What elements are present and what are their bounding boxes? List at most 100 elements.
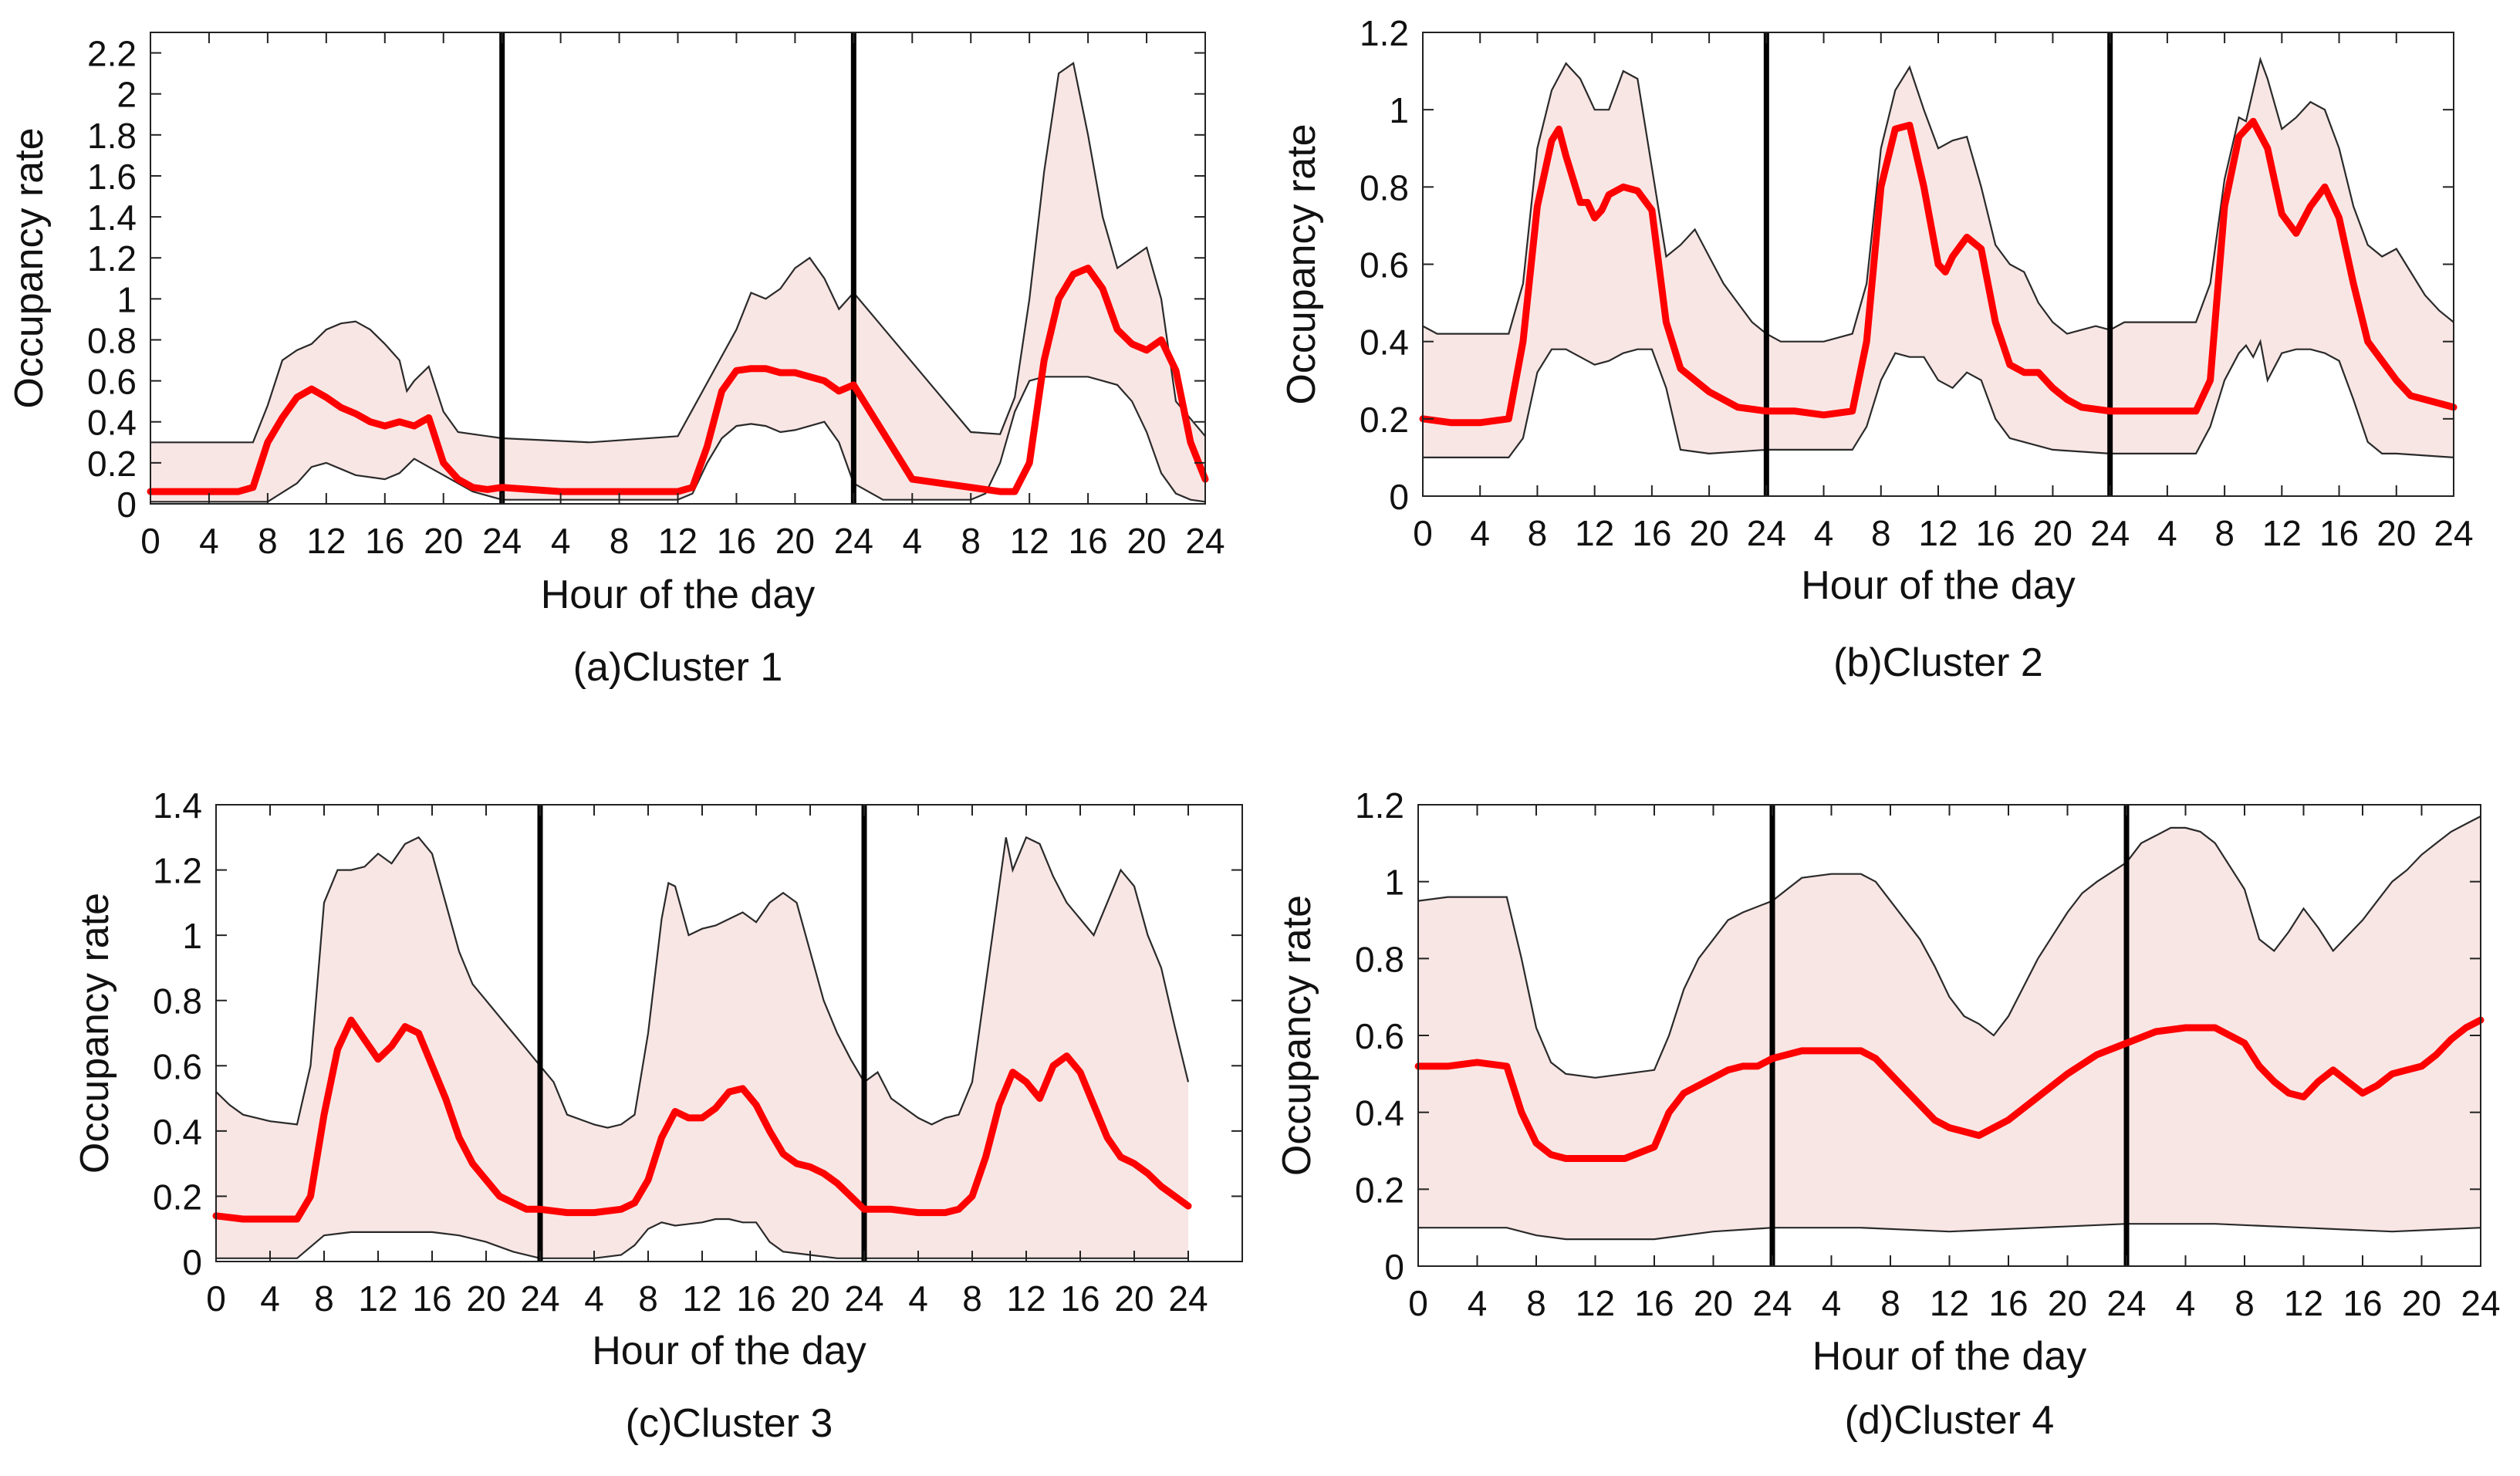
plot-area: 00.20.40.60.811.20 4 8 12 16 20 24 4 8 12 16 20 24 4 8… (1355, 785, 2501, 1323)
lower-bound-line (216, 1218, 1188, 1259)
upper-bound-line (150, 61, 1206, 444)
x-axis-label: Hour of the day (541, 572, 816, 617)
x-tick-label: 24 (844, 1278, 883, 1319)
y-tick-label: 0.2 (1360, 400, 1409, 440)
x-tick-label: 0 (1408, 1283, 1428, 1323)
x-tick-label: 16 (1060, 1278, 1100, 1319)
y-tick-label: 1.2 (1360, 13, 1409, 53)
x-tick-label: 12 (306, 521, 346, 561)
x-tick-label: 4 (551, 521, 571, 561)
x-tick-label: 4 (1470, 513, 1490, 553)
x-tick-label: 12 (2262, 513, 2302, 553)
x-tick-label: 0 (1413, 513, 1433, 553)
y-tick-label: 0 (1389, 477, 1409, 517)
x-tick-label: 16 (1632, 513, 1671, 553)
y-axis-label: Occupancy rate (7, 127, 52, 408)
x-tick-label: 24 (1168, 1278, 1208, 1319)
x-tick-label: 8 (962, 1278, 982, 1319)
y-axis-label: Occupancy rate (73, 893, 117, 1174)
y-tick-label: 0 (117, 485, 137, 525)
x-tick-label: 8 (258, 521, 278, 561)
x-tick-label: 24 (2434, 513, 2473, 553)
axes-frame (215, 804, 1243, 1262)
x-tick-label: 8 (2235, 1283, 2255, 1323)
y-tick-label: 1.2 (153, 851, 202, 891)
panel-caption: (b)Cluster 2 (1833, 640, 2043, 685)
x-tick-label: 4 (1822, 1283, 1842, 1323)
x-tick-label: 20 (424, 521, 463, 561)
x-tick-label: 4 (199, 521, 219, 561)
x-tick-label: 4 (2176, 1283, 2196, 1323)
y-tick-label: 0.4 (87, 403, 137, 443)
x-tick-label: 20 (790, 1278, 829, 1319)
x-tick-label: 8 (1526, 1283, 1546, 1323)
x-tick-label: 20 (1114, 1278, 1154, 1319)
y-tick-label: 1 (117, 279, 137, 319)
x-tick-label: 24 (1752, 1283, 1792, 1323)
x-tick-label: 24 (2090, 513, 2130, 553)
y-tick-label: 2 (117, 75, 137, 115)
x-tick-label: 16 (736, 1278, 775, 1319)
upper-bound-line (1422, 56, 2454, 343)
y-tick-label: 1.4 (153, 785, 202, 826)
x-tick-label: 4 (2157, 513, 2177, 553)
y-axis-label: Occupancy rate (1275, 895, 1319, 1176)
x-tick-label: 4 (1814, 513, 1834, 553)
x-tick-label: 20 (2048, 1283, 2087, 1323)
x-tick-label: 12 (1576, 1283, 1615, 1323)
panel-cluster-4: 00.20.40.60.811.20 4 8 12 16 20 24 4 8 12 16 20 24 4 8… (1275, 785, 2501, 1443)
x-tick-label: 4 (260, 1278, 280, 1319)
band-area (216, 837, 1188, 1258)
x-tick-label: 20 (2033, 513, 2072, 553)
x-tick-label: 16 (1976, 513, 2015, 553)
y-tick-label: 0.4 (1355, 1093, 1404, 1133)
x-tick-label: 16 (2343, 1283, 2382, 1323)
y-tick-label: 1.4 (87, 198, 137, 238)
y-tick-label: 1 (1389, 90, 1409, 130)
y-tick-label: 0.2 (87, 444, 137, 484)
x-tick-label: 8 (1880, 1283, 1900, 1323)
x-tick-label: 8 (638, 1278, 658, 1319)
plot-area: 00.20.40.60.811.20 4 8 12 16 20 24 4 8 12 16 20 24 4 8… (1360, 13, 2474, 553)
x-tick-label: 4 (908, 1278, 928, 1319)
x-tick-label: 12 (1575, 513, 1614, 553)
x-tick-label: 8 (1871, 513, 1891, 553)
y-tick-label: 0.2 (1355, 1170, 1404, 1210)
x-tick-label: 20 (2402, 1283, 2441, 1323)
x-tick-label: 0 (206, 1278, 226, 1319)
panel-cluster-3: 00.20.40.60.811.21.40 4 8 12 16 20 24 4 8 12 16 20 2… (73, 785, 1243, 1446)
y-tick-label: 1 (1384, 863, 1404, 903)
x-tick-label: 12 (658, 521, 698, 561)
x-tick-label: 12 (1010, 521, 1049, 561)
band-area (1418, 816, 2481, 1240)
y-tick-label: 0.6 (1360, 245, 1409, 285)
y-axis-label: Occupancy rate (1279, 123, 1324, 404)
lower-bound-line (1423, 339, 2454, 459)
x-axis-label: Hour of the day (592, 1329, 866, 1373)
y-tick-label: 1.2 (1355, 785, 1404, 826)
panel-caption: (d)Cluster 4 (1845, 1398, 2055, 1443)
x-tick-label: 16 (1988, 1283, 2028, 1323)
x-tick-label: 8 (961, 521, 981, 561)
panel-cluster-2: 00.20.40.60.811.20 4 8 12 16 20 24 4 8 12 16 20 24 4 8… (1279, 13, 2474, 685)
x-tick-label: 16 (717, 521, 756, 561)
x-tick-label: 0 (140, 521, 160, 561)
x-tick-label: 12 (358, 1278, 397, 1319)
x-tick-label: 4 (902, 521, 922, 561)
x-tick-label: 16 (365, 521, 404, 561)
plot-area: 00.20.40.60.811.21.41.61.822.20 4 8 12 16 20 2… (87, 32, 1225, 561)
x-tick-label: 24 (2106, 1283, 2146, 1323)
x-tick-label: 8 (314, 1278, 334, 1319)
x-tick-label: 20 (1694, 1283, 1733, 1323)
y-tick-label: 0.8 (1360, 167, 1409, 208)
y-tick-label: 0.8 (153, 981, 202, 1022)
x-tick-label: 20 (1690, 513, 1729, 553)
y-tick-label: 0.4 (153, 1112, 202, 1152)
y-tick-label: 0 (1384, 1247, 1404, 1287)
upper-bound-line (215, 836, 1190, 1129)
y-tick-label: 0.8 (1355, 939, 1404, 979)
x-tick-label: 12 (682, 1278, 721, 1319)
x-tick-label: 4 (1468, 1283, 1488, 1323)
x-tick-label: 12 (1930, 1283, 1969, 1323)
y-tick-label: 1 (182, 916, 202, 956)
